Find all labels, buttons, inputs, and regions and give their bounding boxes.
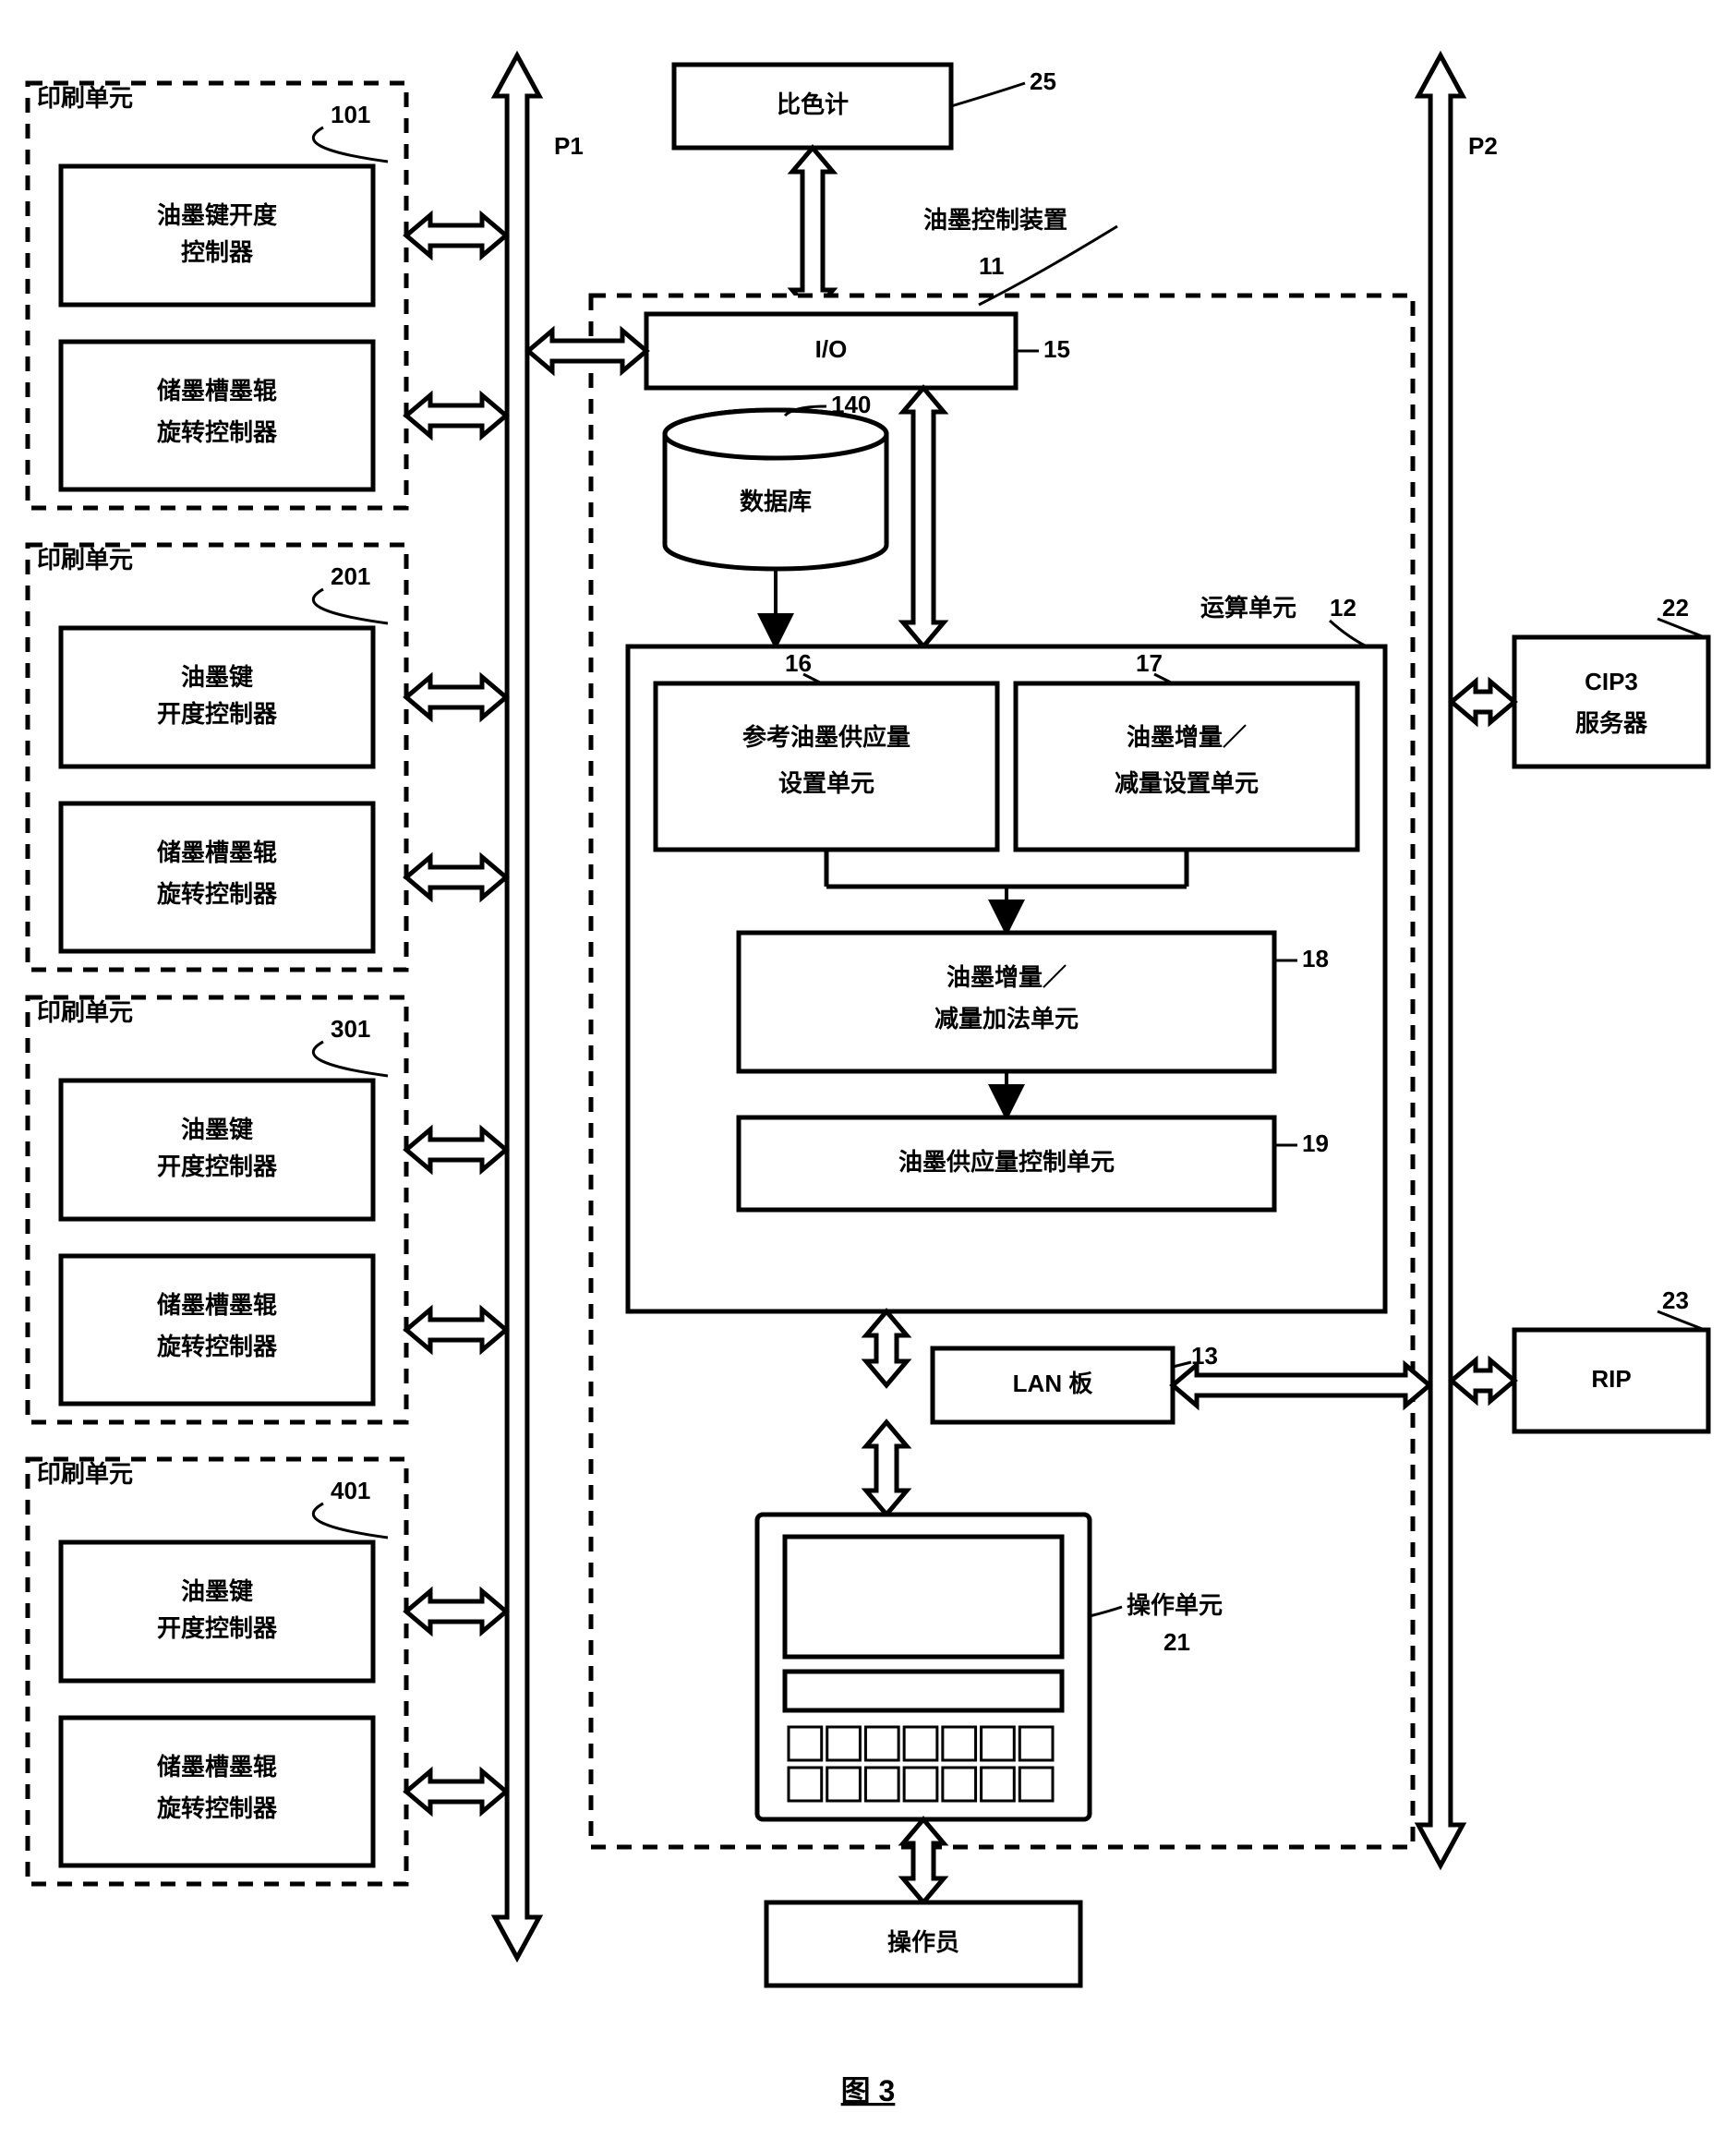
svg-text:运算单元: 运算单元 <box>1200 594 1296 622</box>
svg-text:图 3: 图 3 <box>841 2074 896 2107</box>
svg-text:油墨增量／: 油墨增量／ <box>946 963 1067 991</box>
svg-text:15: 15 <box>1043 335 1070 363</box>
svg-text:油墨键: 油墨键 <box>181 663 253 691</box>
svg-text:12: 12 <box>1330 594 1356 622</box>
svg-text:油墨控制装置: 油墨控制装置 <box>923 206 1067 234</box>
svg-text:操作单元: 操作单元 <box>1127 1591 1223 1619</box>
svg-text:201: 201 <box>331 562 370 590</box>
svg-text:参考油墨供应量: 参考油墨供应量 <box>742 723 910 751</box>
svg-text:旋转控制器: 旋转控制器 <box>157 880 278 908</box>
svg-text:油墨增量／: 油墨增量／ <box>1127 723 1247 751</box>
svg-text:LAN 板: LAN 板 <box>1013 1370 1093 1397</box>
svg-text:101: 101 <box>331 101 370 128</box>
svg-text:25: 25 <box>1030 67 1056 95</box>
svg-text:印刷单元: 印刷单元 <box>37 84 133 112</box>
svg-text:18: 18 <box>1302 945 1329 972</box>
svg-text:油墨供应量控制单元: 油墨供应量控制单元 <box>898 1148 1115 1176</box>
svg-text:140: 140 <box>831 391 871 418</box>
svg-text:旋转控制器: 旋转控制器 <box>157 1794 278 1822</box>
svg-text:17: 17 <box>1136 649 1163 677</box>
svg-text:开度控制器: 开度控制器 <box>157 700 278 728</box>
svg-text:23: 23 <box>1662 1286 1689 1314</box>
svg-text:数据库: 数据库 <box>740 488 812 515</box>
svg-text:11: 11 <box>979 252 1005 280</box>
svg-text:操作员: 操作员 <box>887 1928 959 1956</box>
svg-text:401: 401 <box>331 1477 370 1504</box>
svg-text:P1: P1 <box>554 132 584 160</box>
svg-text:旋转控制器: 旋转控制器 <box>157 418 278 446</box>
svg-text:旋转控制器: 旋转控制器 <box>157 1333 278 1360</box>
svg-text:比色计: 比色计 <box>777 91 849 118</box>
svg-text:设置单元: 设置单元 <box>778 769 874 797</box>
svg-text:I/O: I/O <box>815 335 848 363</box>
svg-text:油墨键: 油墨键 <box>181 1577 253 1605</box>
svg-text:储墨槽墨辊: 储墨槽墨辊 <box>157 839 277 866</box>
svg-text:19: 19 <box>1302 1129 1329 1157</box>
svg-text:储墨槽墨辊: 储墨槽墨辊 <box>157 377 277 404</box>
svg-text:开度控制器: 开度控制器 <box>157 1153 278 1180</box>
svg-text:301: 301 <box>331 1015 370 1043</box>
svg-text:CIP3: CIP3 <box>1585 668 1638 695</box>
svg-text:21: 21 <box>1163 1628 1190 1656</box>
svg-text:服务器: 服务器 <box>1575 709 1648 737</box>
svg-text:RIP: RIP <box>1591 1365 1631 1393</box>
svg-text:油墨键: 油墨键 <box>181 1116 253 1143</box>
svg-text:P2: P2 <box>1468 132 1498 160</box>
svg-text:控制器: 控制器 <box>181 238 254 266</box>
svg-text:印刷单元: 印刷单元 <box>37 546 133 573</box>
svg-text:储墨槽墨辊: 储墨槽墨辊 <box>157 1291 277 1319</box>
svg-text:减量加法单元: 减量加法单元 <box>934 1005 1079 1032</box>
svg-text:储墨槽墨辊: 储墨槽墨辊 <box>157 1753 277 1781</box>
svg-text:开度控制器: 开度控制器 <box>157 1614 278 1642</box>
svg-text:油墨键开度: 油墨键开度 <box>157 201 277 229</box>
system-block-diagram: P1P2印刷单元101油墨键开度控制器储墨槽墨辊旋转控制器印刷单元201油墨键开… <box>0 0 1736 2137</box>
svg-text:印刷单元: 印刷单元 <box>37 998 133 1026</box>
svg-text:印刷单元: 印刷单元 <box>37 1460 133 1488</box>
svg-text:减量设置单元: 减量设置单元 <box>1115 769 1259 797</box>
svg-text:16: 16 <box>785 649 812 677</box>
svg-text:22: 22 <box>1662 594 1689 622</box>
